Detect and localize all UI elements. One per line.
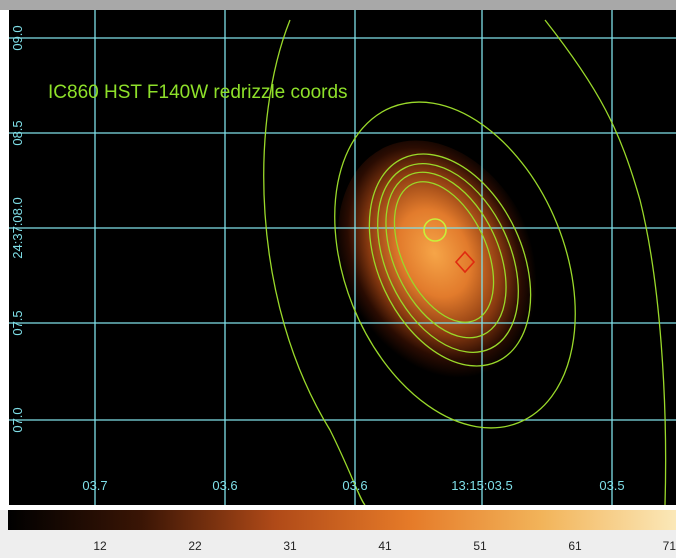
page: {"image": {"title": "IC860 HST F140W red…: [0, 0, 676, 558]
y-label: 08.5: [10, 120, 25, 145]
x-label: 03.5: [599, 478, 624, 493]
colorbar-label: 51: [473, 539, 487, 553]
x-label: 03.7: [82, 478, 107, 493]
x-label: 03.6: [342, 478, 367, 493]
x-label: 03.6: [212, 478, 237, 493]
colorbar-label: 61: [568, 539, 582, 553]
spacer: [0, 505, 676, 510]
colorbar-label: 41: [378, 539, 392, 553]
colorbar-label: 31: [283, 539, 297, 553]
top-bar: [0, 0, 676, 10]
colorbar-label: 12: [93, 539, 107, 553]
y-label: 24:37:08.0: [10, 197, 25, 258]
colorbar-label: 22: [188, 539, 202, 553]
ds9-window: IC860 HST F140W redrizzle coords 03.7 03.…: [0, 0, 676, 558]
image-title: IC860 HST F140W redrizzle coords: [48, 82, 348, 103]
y-label: 09.0: [10, 25, 25, 50]
body: IC860 HST F140W redrizzle coords 03.7 03.…: [0, 0, 676, 558]
y-label: 07.0: [10, 407, 25, 432]
colorbar-label: 71: [663, 539, 676, 553]
colorbar: [8, 510, 676, 530]
y-label: 07.5: [10, 310, 25, 335]
x-label: 13:15:03.5: [451, 478, 512, 493]
